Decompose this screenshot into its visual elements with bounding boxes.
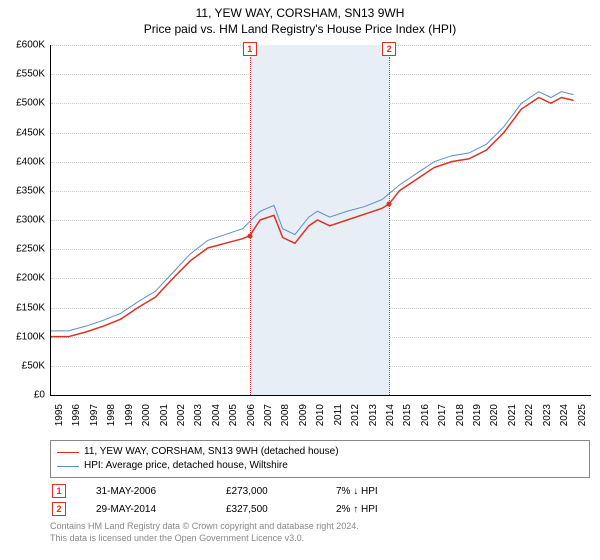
x-axis-label: 2004 (211, 404, 222, 426)
x-axis-label: 2006 (246, 404, 257, 426)
y-axis-label: £350K (16, 185, 45, 196)
sale-marker-dot (387, 201, 392, 206)
sale-change-1: 7% ↓ HPI (336, 486, 406, 497)
sale-marker-2: 2 (52, 502, 66, 516)
y-axis-label: £550K (16, 69, 45, 80)
x-axis-label: 2008 (280, 404, 291, 426)
legend-label-2: HPI: Average price, detached house, Wilt… (84, 459, 288, 473)
series-price_paid (51, 98, 574, 337)
x-axis-label: 2022 (524, 404, 535, 426)
sale-price-1: £273,000 (226, 486, 306, 497)
x-axis-label: 2014 (385, 404, 396, 426)
x-axis-label: 2015 (402, 404, 413, 426)
x-axis-label: 2001 (159, 404, 170, 426)
x-axis-label: 2012 (350, 404, 361, 426)
x-axis-label: 2009 (298, 404, 309, 426)
y-axis-label: £150K (16, 302, 45, 313)
sale-marker-dot (247, 233, 252, 238)
attribution-line2: This data is licensed under the Open Gov… (50, 532, 590, 544)
legend-area: 11, YEW WAY, CORSHAM, SN13 9WH (detached… (50, 440, 590, 544)
sale-row-2: 2 29-MAY-2014 £327,500 2% ↑ HPI (50, 502, 590, 516)
y-axis-label: £600K (16, 40, 45, 51)
x-axis-label: 2017 (437, 404, 448, 426)
x-axis-label: 2018 (455, 404, 466, 426)
x-axis-label: 1995 (54, 404, 65, 426)
x-axis-label: 2000 (141, 404, 152, 426)
x-axis-label: 2011 (333, 404, 344, 426)
attribution-line1: Contains HM Land Registry data © Crown c… (50, 520, 590, 532)
x-axis-label: 2024 (559, 404, 570, 426)
sale-price-2: £327,500 (226, 504, 306, 515)
x-axis-label: 2020 (489, 404, 500, 426)
sale-row-1: 1 31-MAY-2006 £273,000 7% ↓ HPI (50, 484, 590, 498)
title-sub: Price paid vs. HM Land Registry's House … (0, 20, 600, 36)
sale-date-2: 29-MAY-2014 (96, 504, 196, 515)
attribution: Contains HM Land Registry data © Crown c… (50, 520, 590, 544)
y-axis-label: £300K (16, 215, 45, 226)
title-main: 11, YEW WAY, CORSHAM, SN13 9WH (0, 0, 600, 20)
y-axis-label: £450K (16, 127, 45, 138)
x-axis-label: 2019 (472, 404, 483, 426)
x-axis-label: 2025 (577, 404, 588, 426)
x-axis-label: 2016 (420, 404, 431, 426)
x-axis-label: 1996 (71, 404, 82, 426)
legend-swatch-2 (57, 466, 79, 467)
series-hpi (51, 92, 574, 331)
sale-date-1: 31-MAY-2006 (96, 486, 196, 497)
x-axis-label: 2003 (193, 404, 204, 426)
plot-region: 12 (50, 45, 591, 396)
y-axis-label: £0 (34, 390, 45, 401)
x-axis-label: 1997 (89, 404, 100, 426)
x-axis-label: 2010 (315, 404, 326, 426)
line-layer (51, 45, 591, 395)
y-axis-label: £500K (16, 98, 45, 109)
legend-swatch-1 (57, 452, 79, 453)
x-axis-label: 2021 (507, 404, 518, 426)
chart-area: 12 £0£50K£100K£150K£200K£250K£300K£350K£… (0, 40, 600, 435)
x-axis-label: 2013 (368, 404, 379, 426)
sale-marker-box: 1 (243, 42, 257, 56)
x-axis-label: 1998 (106, 404, 117, 426)
sale-marker-1: 1 (52, 484, 66, 498)
x-axis-label: 2023 (542, 404, 553, 426)
legend-row-2: HPI: Average price, detached house, Wilt… (57, 459, 583, 473)
legend-box: 11, YEW WAY, CORSHAM, SN13 9WH (detached… (50, 440, 590, 478)
y-axis-label: £250K (16, 244, 45, 255)
x-axis-label: 2007 (263, 404, 274, 426)
legend-label-1: 11, YEW WAY, CORSHAM, SN13 9WH (detached… (84, 445, 339, 459)
y-axis-label: £200K (16, 273, 45, 284)
sale-change-2: 2% ↑ HPI (336, 504, 406, 515)
y-axis-label: £100K (16, 331, 45, 342)
chart-container: 11, YEW WAY, CORSHAM, SN13 9WH Price pai… (0, 0, 600, 560)
sale-marker-box: 2 (382, 42, 396, 56)
legend-row-1: 11, YEW WAY, CORSHAM, SN13 9WH (detached… (57, 445, 583, 459)
y-axis-label: £50K (22, 360, 45, 371)
x-axis-label: 2005 (228, 404, 239, 426)
x-axis-label: 2002 (176, 404, 187, 426)
y-axis-label: £400K (16, 156, 45, 167)
x-axis-label: 1999 (124, 404, 135, 426)
